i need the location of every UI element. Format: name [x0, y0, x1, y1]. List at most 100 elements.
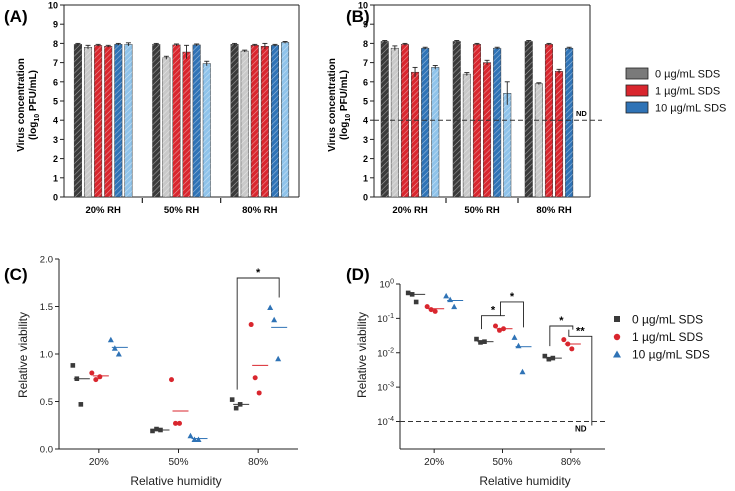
panel-label-b: (B)	[346, 7, 370, 26]
y-tick-exp-d-3: -1	[388, 313, 394, 320]
bar-hatch-b-2-4	[565, 48, 573, 198]
sig-bracket-c-0	[236, 277, 280, 390]
point-c-2-1-0	[248, 322, 254, 328]
ylabel-a-line2-sub: 10	[34, 114, 41, 122]
xlabel-d: Relative humidity	[479, 474, 570, 488]
point-c-1-2-0	[187, 432, 194, 439]
ylabel-a-line2: (log10 PFU/mL)	[28, 70, 41, 140]
point-d-1-0-0	[474, 336, 479, 342]
legend-bottom-marker-0	[614, 316, 620, 322]
bar-hatch-b-2-1	[535, 83, 543, 197]
y-tick-label-a-5: 5	[53, 97, 58, 107]
ylabel-d: Relative viability	[355, 312, 369, 398]
bar-hatch-b-0-4	[421, 48, 429, 198]
point-c-2-1-2	[256, 390, 262, 396]
y-tick-base-d-4: 10	[380, 280, 391, 291]
bar-hatch-b-1-4	[493, 48, 501, 198]
bar-hatch-b-0-5	[431, 67, 439, 198]
legend-top-label-2: 10 µg/mL SDS	[655, 103, 726, 115]
bar-hatch-a-0-2	[94, 45, 102, 197]
bar-hatch-a-0-5	[124, 44, 133, 197]
y-tick-label-b-6: 6	[363, 77, 368, 87]
bar-hatch-a-2-2	[251, 45, 259, 197]
point-c-1-0-0	[150, 428, 155, 434]
y-tick-base-d-3: 10	[377, 314, 388, 325]
legend-top-swatch-0	[625, 67, 649, 80]
y-tick-label-c-0: 0.0	[40, 445, 53, 456]
point-d-1-2-2	[519, 368, 526, 375]
y-tick-label-d-1: 10-3	[377, 382, 394, 394]
panel-label-a: (A)	[4, 7, 28, 26]
panel-b-bar-chart: 0 1 2 3 4 5 6 7 8 9 10 20% RH 50% RH 80% RH ND	[358, 1, 602, 216]
y-tick-label-b-7: 7	[363, 58, 368, 68]
bar-hatch-a-2-0	[230, 44, 239, 197]
point-c-0-2-0	[107, 336, 114, 343]
point-c-1-1-2	[177, 420, 182, 426]
legend-top-swatch-2	[625, 101, 649, 114]
point-d-1-1-0	[493, 323, 498, 329]
y-tick-label-a-8: 8	[53, 39, 58, 49]
y-tick-exp-d-2: -2	[388, 347, 394, 354]
y-tick-label-b-4: 4	[363, 116, 368, 126]
y-tick-label-d-2: 10-2	[377, 347, 394, 359]
point-c-0-2-2	[115, 351, 122, 357]
ylabel-b-line2-post: PFU/mL)	[339, 70, 350, 114]
xlabel-c: Relative humidity	[130, 474, 221, 488]
point-c-2-0-0	[229, 397, 235, 402]
point-c-0-1-1	[93, 377, 99, 383]
y-tick-exp-d-4: 0	[390, 279, 394, 286]
bar-hatch-a-1-5	[203, 63, 211, 198]
y-tick-label-c-1: 0.5	[40, 397, 53, 408]
point-d-1-2-1	[515, 342, 522, 349]
point-c-1-1-0	[169, 377, 174, 383]
y-tick-label-c-2: 1.0	[40, 350, 53, 361]
y-tick-base-d-2: 10	[377, 348, 388, 359]
y-tick-label-b-0: 0	[363, 193, 368, 203]
point-c-0-1-2	[97, 374, 103, 380]
y-tick-label-c-4: 2.0	[40, 255, 53, 266]
sig-label-d-1: *	[510, 291, 515, 303]
sig-bracket-d-1	[500, 301, 524, 328]
sig-bracket-d-3	[568, 329, 593, 426]
panel-c-scatter-chart: 0.0 0.5 1.0 1.5 2.0 20% 50% 80% *	[40, 255, 298, 468]
point-c-2-2-1	[271, 316, 278, 323]
y-tick-label-d-3: 10-1	[377, 313, 394, 325]
point-d-0-2-2	[451, 303, 458, 310]
ylabel-a-line2-post: PFU/mL)	[28, 70, 39, 114]
y-tick-label-b-8: 8	[363, 39, 368, 49]
point-d-0-0-2	[413, 299, 419, 305]
nd-label-d: ND	[575, 425, 587, 434]
bar-hatch-b-1-2	[473, 44, 481, 197]
y-tick-label-a-9: 9	[53, 20, 58, 30]
y-tick-label-a-10: 10	[48, 1, 58, 11]
bar-hatch-b-2-3	[555, 71, 563, 197]
point-c-2-2-0	[267, 304, 274, 310]
point-c-1-1-1	[173, 420, 178, 426]
y-tick-label-d-4: 100	[380, 279, 395, 291]
ylabel-b-line2-pre: (log	[339, 122, 350, 140]
y-tick-label-b-5: 5	[363, 97, 368, 107]
sig-label-d-2: *	[559, 315, 564, 327]
bar-hatch-b-2-0	[525, 41, 533, 198]
y-tick-label-a-7: 7	[53, 58, 58, 68]
bar-hatch-a-2-5	[281, 42, 289, 197]
y-tick-label-a-4: 4	[53, 116, 58, 126]
point-c-1-2-1	[191, 436, 198, 442]
bar-hatch-a-1-3	[182, 52, 191, 197]
point-d-1-0-1	[478, 340, 483, 345]
y-tick-exp-d-0: -4	[388, 416, 394, 423]
bar-hatch-b-1-5	[503, 93, 511, 197]
sig-bracket-d-2	[549, 325, 574, 347]
point-c-0-0-2	[78, 402, 84, 407]
sig-label-c-0: *	[256, 267, 261, 279]
bar-hatch-b-0-0	[381, 41, 389, 198]
point-c-0-0-0	[70, 363, 76, 368]
bar-hatch-a-0-1	[84, 47, 92, 197]
point-c-0-2-1	[111, 345, 118, 351]
bar-hatch-a-1-1	[162, 57, 171, 197]
legend-top-label-1: 1 µg/mL SDS	[655, 86, 720, 98]
bar-hatch-b-2-2	[545, 44, 553, 197]
x-tick-label-d-0: 20%	[424, 457, 444, 468]
point-c-2-2-2	[275, 355, 282, 362]
